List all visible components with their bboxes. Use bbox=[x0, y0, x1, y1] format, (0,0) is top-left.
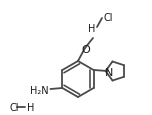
Text: H: H bbox=[88, 24, 95, 34]
Text: Cl: Cl bbox=[103, 13, 112, 23]
Text: O: O bbox=[82, 45, 90, 55]
Text: H₂N: H₂N bbox=[30, 85, 48, 95]
Text: Cl: Cl bbox=[10, 102, 19, 112]
Text: H: H bbox=[27, 102, 34, 112]
Text: N: N bbox=[104, 67, 113, 77]
